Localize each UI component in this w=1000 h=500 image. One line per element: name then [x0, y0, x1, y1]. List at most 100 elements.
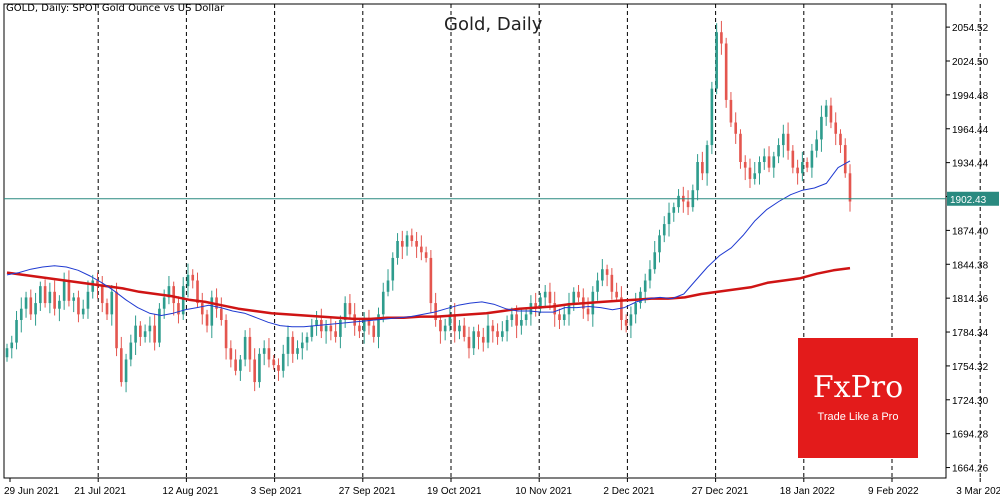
candle-body	[791, 150, 795, 168]
candle-body	[615, 291, 618, 298]
candle-body	[329, 325, 333, 332]
candle-body	[81, 308, 85, 315]
x-tick-label: 10 Nov 2021	[515, 486, 572, 497]
candle-body	[762, 156, 766, 162]
candle-body	[62, 280, 66, 301]
candle-body	[701, 162, 704, 174]
candle-body	[348, 303, 352, 315]
candle-body	[367, 320, 371, 326]
candle-body	[334, 331, 337, 337]
candle-body	[410, 235, 414, 241]
candle-body	[320, 320, 323, 332]
candle-body	[10, 342, 14, 349]
candle-body	[296, 348, 299, 354]
x-tick-label: 29 Jun 2021	[4, 486, 59, 497]
candle-body	[748, 167, 752, 179]
candle-body	[391, 257, 395, 281]
candle-body	[734, 122, 738, 134]
candle-body	[515, 314, 518, 326]
candle-body	[453, 314, 457, 332]
x-tick-label: 27 Sep 2021	[339, 486, 396, 497]
candle-body	[224, 320, 228, 349]
candle-body	[39, 286, 42, 304]
candle-body	[477, 331, 480, 337]
candle-body	[253, 359, 256, 383]
candle-body	[648, 269, 652, 281]
x-tick-label: 3 Sep 2021	[251, 486, 303, 497]
candle-body	[610, 274, 614, 292]
candle-body	[634, 303, 637, 315]
candle-body	[148, 325, 152, 332]
x-tick-label: 18 Jan 2022	[780, 486, 835, 497]
candle-body	[843, 145, 847, 174]
candle-body	[496, 331, 499, 337]
candle-body	[124, 359, 128, 383]
candle-body	[200, 303, 204, 315]
candle-body	[624, 320, 628, 326]
candle-body	[72, 297, 75, 301]
y-tick-label: 1784.34	[952, 328, 989, 339]
y-tick-label: 1724.30	[952, 396, 989, 407]
candle-body	[5, 348, 9, 358]
candle-body	[186, 274, 190, 287]
candle-body	[243, 336, 247, 360]
candle-body	[848, 173, 852, 202]
candle-body	[572, 291, 576, 304]
candle-body	[667, 212, 671, 225]
candle-body	[724, 43, 728, 100]
candle-body	[539, 297, 542, 309]
candle-body	[196, 280, 199, 304]
candle-body	[300, 342, 304, 349]
candle-body	[191, 274, 195, 281]
candle-body	[420, 246, 423, 253]
x-tick-label: 27 Dec 2021	[692, 486, 749, 497]
candle-body	[601, 269, 604, 281]
candle-body	[248, 336, 252, 360]
candle-body	[281, 353, 285, 371]
y-tick-label: 1664.26	[952, 464, 989, 475]
candle-body	[110, 291, 114, 315]
candle-body	[77, 297, 80, 315]
candle-body	[381, 291, 385, 315]
x-tick-label: 19 Oct 2021	[427, 486, 482, 497]
logo-brand: FxPro	[812, 370, 904, 405]
candle-body	[34, 303, 37, 315]
candle-body	[586, 308, 590, 315]
candle-body	[424, 252, 428, 258]
candle-body	[53, 291, 56, 309]
candle-body	[543, 291, 547, 298]
x-tick-label: 21 Jul 2021	[74, 486, 126, 497]
candle-body	[119, 348, 123, 383]
candle-body	[291, 336, 295, 354]
candle-body	[653, 252, 657, 270]
candle-body	[486, 325, 490, 343]
candle-body	[305, 336, 309, 343]
candle-body	[829, 105, 833, 123]
candle-body	[777, 145, 780, 157]
x-tick-label: 12 Aug 2021	[162, 486, 219, 497]
candle-body	[553, 303, 557, 315]
candle-body	[220, 308, 223, 320]
candle-body	[772, 156, 776, 168]
candle-body	[181, 286, 185, 315]
candle-body	[324, 325, 328, 332]
candle-body	[481, 336, 485, 343]
candle-body	[386, 280, 390, 292]
y-tick-label: 1844.38	[952, 260, 989, 271]
candle-body	[815, 139, 818, 151]
candle-body	[639, 291, 642, 304]
candle-body	[643, 280, 647, 292]
candle-body	[472, 331, 476, 349]
y-tick-label: 1754.32	[952, 362, 989, 373]
candle-body	[562, 314, 566, 320]
current-price-tag	[947, 191, 999, 206]
candle-body	[677, 195, 680, 208]
candle-body	[448, 314, 452, 326]
candle-body	[24, 297, 28, 309]
candle-body	[534, 303, 537, 309]
candle-body	[743, 162, 747, 168]
candle-body	[100, 286, 104, 304]
candle-body	[158, 308, 161, 343]
candle-body	[820, 116, 823, 140]
